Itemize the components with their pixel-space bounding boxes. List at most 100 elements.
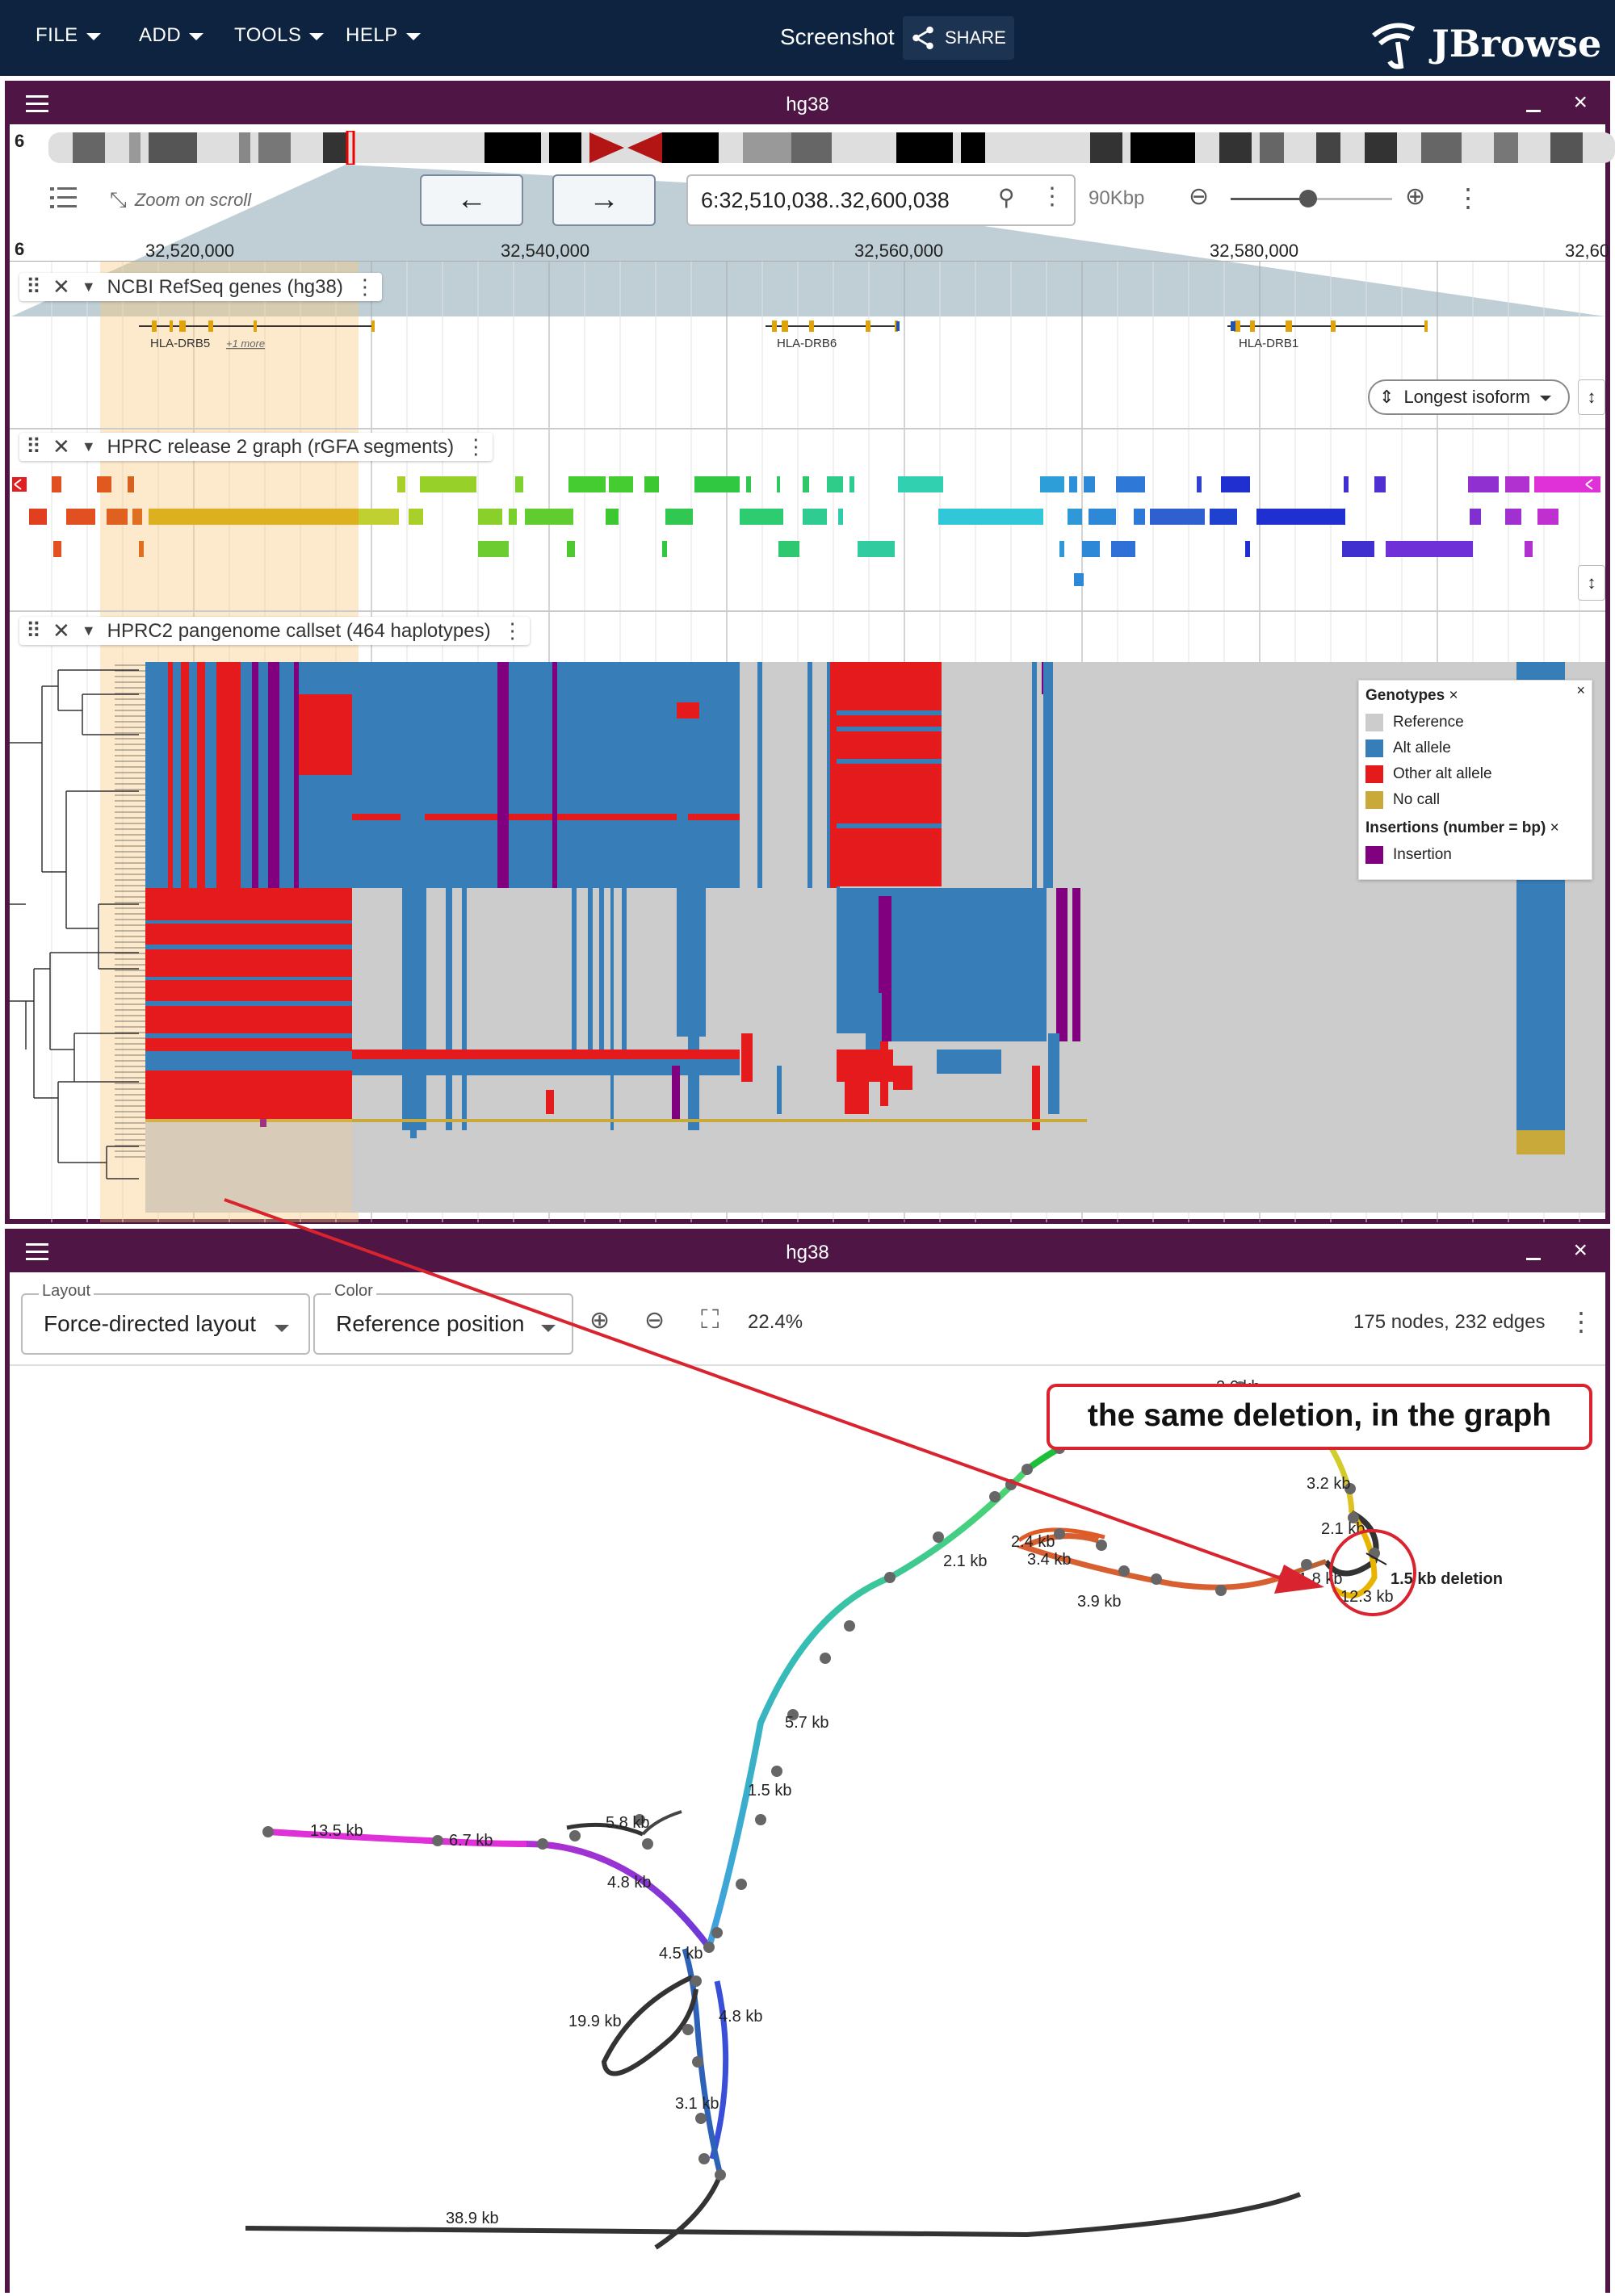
rgfa-segment[interactable] — [128, 476, 134, 492]
graph-node[interactable] — [1280, 1570, 1291, 1582]
graph-node[interactable] — [1021, 1464, 1033, 1475]
rgfa-segment[interactable] — [1059, 541, 1064, 557]
graph-edge[interactable] — [601, 1975, 698, 2076]
genotype-block[interactable] — [401, 662, 425, 888]
layout-select[interactable]: Layout Force-directed layout — [21, 1282, 310, 1355]
close-icon[interactable]: ✕ — [52, 618, 70, 643]
rgfa-segment[interactable] — [478, 541, 509, 557]
resize-track-button[interactable]: ↕ — [1578, 379, 1605, 415]
rgfa-segment[interactable] — [1089, 509, 1116, 525]
rgfa-segment[interactable] — [838, 509, 843, 525]
rgfa-segment[interactable] — [1342, 541, 1374, 557]
graph-node[interactable] — [933, 1531, 944, 1543]
graph-node[interactable] — [432, 1835, 443, 1846]
genotype-block[interactable] — [260, 1119, 266, 1127]
graph-node[interactable] — [537, 1838, 548, 1850]
genotype-block[interactable] — [145, 1119, 352, 1213]
rgfa-segment[interactable] — [1197, 476, 1202, 492]
rgfa-segment[interactable] — [420, 476, 476, 492]
graph-node[interactable] — [262, 1826, 274, 1837]
graph-edge[interactable] — [709, 1980, 729, 2160]
genotype-block[interactable] — [837, 759, 942, 764]
genotype-block[interactable] — [808, 662, 812, 888]
graph-node[interactable] — [844, 1620, 855, 1632]
rgfa-segment[interactable] — [1069, 476, 1077, 492]
chromosome-ideogram[interactable] — [48, 131, 1615, 165]
genotype-block[interactable] — [757, 662, 762, 888]
genotype-block[interactable] — [145, 945, 352, 949]
more-vert-icon[interactable]: ⋮ — [1455, 183, 1481, 212]
graph-node[interactable] — [884, 1572, 896, 1583]
minimize-icon[interactable] — [1526, 110, 1541, 112]
rgfa-segment[interactable] — [1470, 509, 1481, 525]
genotype-block[interactable] — [880, 1041, 888, 1106]
rgfa-segment[interactable] — [359, 509, 399, 525]
rgfa-segment[interactable] — [694, 476, 740, 492]
graph-edge[interactable] — [245, 2192, 1302, 2238]
genotype-block[interactable] — [299, 694, 355, 775]
genotype-block[interactable] — [1032, 1066, 1040, 1130]
rgfa-segment[interactable] — [777, 476, 780, 492]
graph-edge[interactable] — [706, 1467, 1030, 1949]
close-icon[interactable]: × — [1550, 819, 1559, 836]
genotype-block[interactable] — [853, 896, 859, 1017]
minimize-icon[interactable] — [1526, 1258, 1541, 1260]
genotype-block[interactable] — [610, 888, 614, 1130]
genotype-block[interactable] — [1032, 662, 1037, 888]
zoom-in-icon[interactable]: ⊕ — [589, 1307, 610, 1334]
graph-edge[interactable] — [526, 1841, 712, 1950]
rgfa-segment[interactable] — [609, 476, 633, 492]
drag-handle-icon[interactable]: ⠿ — [26, 618, 42, 643]
genotype-block[interactable] — [837, 727, 942, 731]
genotype-block[interactable] — [837, 823, 942, 828]
genotype-block[interactable] — [885, 888, 1047, 1041]
view-menu-icon[interactable] — [26, 1243, 48, 1260]
close-icon[interactable]: × — [1449, 687, 1458, 704]
graph-node[interactable] — [715, 2169, 726, 2181]
rgfa-segment[interactable] — [803, 476, 809, 492]
file-menu[interactable]: FILE — [36, 24, 101, 47]
graph-node[interactable] — [711, 1927, 723, 1938]
rgfa-segment[interactable] — [1082, 541, 1100, 557]
graph-node[interactable] — [989, 1491, 1000, 1502]
genotype-block[interactable] — [866, 993, 882, 1058]
more-vert-icon[interactable]: ⋮ — [354, 274, 375, 299]
genotype-block[interactable] — [830, 662, 837, 888]
genotype-block[interactable] — [777, 1066, 782, 1114]
graph-node[interactable] — [820, 1653, 831, 1664]
search-icon[interactable]: ⚲ — [998, 185, 1015, 210]
genotype-block[interactable] — [352, 814, 740, 820]
graph-edge[interactable] — [1025, 1445, 1061, 1473]
rgfa-segment[interactable] — [1040, 476, 1064, 492]
close-icon[interactable]: × — [1573, 89, 1588, 115]
graph-node[interactable] — [771, 1766, 782, 1777]
rgfa-segment[interactable] — [1245, 541, 1250, 557]
track-label-rgfa[interactable]: ⠿ ✕ ▼ HPRC release 2 graph (rGFA segments)… — [19, 433, 493, 461]
genotype-block[interactable] — [352, 1050, 740, 1059]
rgfa-segment[interactable] — [66, 509, 95, 525]
track-divider[interactable] — [10, 428, 1605, 429]
rgfa-segment[interactable] — [1468, 476, 1499, 492]
rgfa-segment[interactable] — [1221, 476, 1250, 492]
view-menu-icon[interactable] — [26, 95, 48, 112]
graph-node[interactable] — [703, 1942, 715, 1953]
locus-search-input[interactable]: 6:32,510,038..32,600,038 ⚲ ⋮ — [686, 174, 1076, 226]
graph-edge[interactable] — [654, 2173, 723, 2250]
graph-edge[interactable] — [641, 1810, 682, 1836]
graph-node[interactable] — [692, 2056, 703, 2068]
genotype-block[interactable] — [1043, 662, 1053, 888]
help-menu[interactable]: HELP — [346, 24, 421, 47]
graph-edge[interactable] — [267, 1829, 527, 1847]
rgfa-segment[interactable] — [139, 541, 144, 557]
rgfa-segment[interactable] — [746, 476, 751, 492]
genotype-block[interactable] — [599, 888, 604, 1050]
rgfa-segment[interactable] — [567, 541, 575, 557]
rgfa-segment[interactable] — [1210, 509, 1237, 525]
rgfa-segment[interactable] — [1111, 541, 1135, 557]
rgfa-segment[interactable] — [107, 509, 128, 525]
genotype-block[interactable] — [145, 1033, 352, 1038]
tools-menu[interactable]: TOOLS — [234, 24, 325, 47]
isoform-select[interactable]: ⇕ Longest isoform — [1368, 379, 1570, 415]
genotype-block[interactable] — [352, 1059, 740, 1075]
genotype-block[interactable] — [462, 888, 467, 1130]
